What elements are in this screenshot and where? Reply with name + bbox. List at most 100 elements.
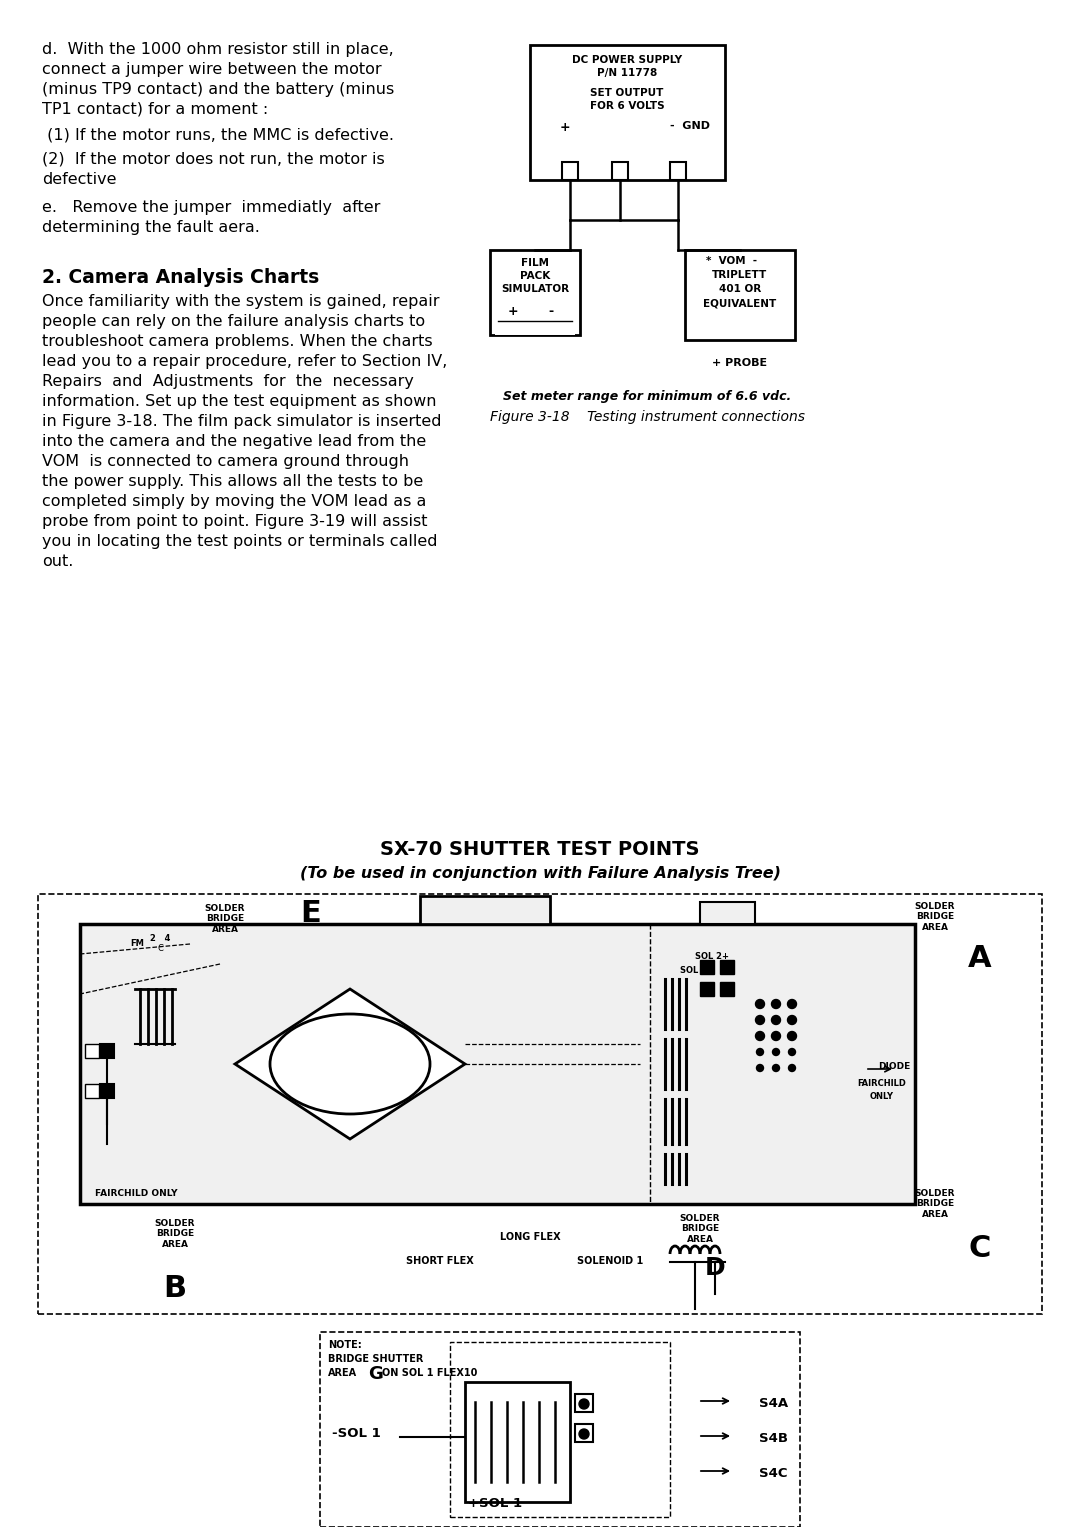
Circle shape bbox=[787, 1000, 797, 1008]
Text: Set meter range for minimum of 6.6 vdc.: Set meter range for minimum of 6.6 vdc. bbox=[503, 389, 792, 403]
Text: DC POWER SUPPLY: DC POWER SUPPLY bbox=[572, 55, 683, 66]
Text: 401 OR: 401 OR bbox=[719, 284, 761, 295]
Text: E: E bbox=[300, 899, 321, 928]
Text: SOLDER
BRIDGE
AREA: SOLDER BRIDGE AREA bbox=[679, 1214, 720, 1245]
Text: C: C bbox=[969, 1234, 991, 1263]
Text: FAIRCHILD ONLY: FAIRCHILD ONLY bbox=[95, 1190, 177, 1199]
Text: people can rely on the failure analysis charts to: people can rely on the failure analysis … bbox=[42, 315, 426, 328]
Text: B: B bbox=[163, 1274, 187, 1303]
Text: +: + bbox=[508, 305, 518, 318]
Circle shape bbox=[771, 1032, 781, 1040]
Text: A: A bbox=[968, 944, 991, 973]
Bar bbox=[720, 982, 734, 996]
Bar bbox=[700, 982, 714, 996]
Text: d.  With the 1000 ohm resistor still in place,: d. With the 1000 ohm resistor still in p… bbox=[42, 43, 394, 56]
Circle shape bbox=[756, 1049, 764, 1055]
Text: determining the fault aera.: determining the fault aera. bbox=[42, 220, 260, 235]
Bar bbox=[38, 893, 1042, 1315]
Text: SET OUTPUT: SET OUTPUT bbox=[591, 89, 664, 98]
Text: (1) If the motor runs, the MMC is defective.: (1) If the motor runs, the MMC is defect… bbox=[42, 128, 394, 144]
Bar bbox=[720, 960, 734, 974]
Text: FM: FM bbox=[130, 939, 144, 948]
Circle shape bbox=[787, 1032, 797, 1040]
Bar bbox=[100, 1044, 114, 1058]
Bar bbox=[685, 250, 795, 341]
Bar bbox=[495, 328, 575, 334]
Bar bbox=[612, 162, 627, 180]
Text: +SOL 1: +SOL 1 bbox=[468, 1496, 522, 1510]
Polygon shape bbox=[235, 989, 465, 1139]
Text: (minus TP9 contact) and the battery (minus: (minus TP9 contact) and the battery (min… bbox=[42, 82, 394, 98]
Bar bbox=[562, 162, 578, 180]
Text: -SOL 1: -SOL 1 bbox=[332, 1428, 381, 1440]
Bar bbox=[530, 44, 725, 180]
Text: -  GND: - GND bbox=[670, 121, 710, 131]
Circle shape bbox=[756, 1032, 765, 1040]
Text: SOLDER
BRIDGE
AREA: SOLDER BRIDGE AREA bbox=[915, 902, 955, 931]
Bar bbox=[465, 1382, 570, 1503]
Text: D: D bbox=[704, 1257, 726, 1280]
Text: completed simply by moving the VOM lead as a: completed simply by moving the VOM lead … bbox=[42, 495, 427, 508]
Text: SIMULATOR: SIMULATOR bbox=[501, 284, 569, 295]
Circle shape bbox=[579, 1399, 589, 1409]
Bar bbox=[450, 1342, 670, 1516]
Text: out.: out. bbox=[42, 554, 73, 570]
Circle shape bbox=[772, 1064, 780, 1072]
Bar bbox=[85, 1084, 99, 1098]
Text: FOR 6 VOLTS: FOR 6 VOLTS bbox=[590, 101, 664, 111]
Circle shape bbox=[756, 1064, 764, 1072]
Bar bbox=[420, 896, 550, 924]
Text: AREA: AREA bbox=[328, 1368, 357, 1377]
Bar bbox=[80, 924, 915, 1203]
Ellipse shape bbox=[270, 1014, 430, 1115]
Text: (To be used in conjunction with Failure Analysis Tree): (To be used in conjunction with Failure … bbox=[299, 866, 781, 881]
Bar bbox=[85, 1044, 99, 1058]
Text: 2. Camera Analysis Charts: 2. Camera Analysis Charts bbox=[42, 269, 320, 287]
Text: DIODE: DIODE bbox=[878, 1061, 910, 1070]
Text: + PROBE: + PROBE bbox=[713, 357, 768, 368]
Text: Figure 3-18    Testing instrument connections: Figure 3-18 Testing instrument connectio… bbox=[490, 411, 805, 425]
Bar bbox=[700, 960, 714, 974]
Text: SOLDER
BRIDGE
AREA: SOLDER BRIDGE AREA bbox=[205, 904, 245, 935]
Bar bbox=[700, 902, 755, 924]
Circle shape bbox=[787, 1015, 797, 1025]
Bar bbox=[575, 1394, 593, 1412]
Text: connect a jumper wire between the motor: connect a jumper wire between the motor bbox=[42, 63, 381, 76]
Text: BRIDGE SHUTTER: BRIDGE SHUTTER bbox=[328, 1354, 423, 1364]
Text: VOM  is connected to camera ground through: VOM is connected to camera ground throug… bbox=[42, 454, 409, 469]
Text: EQUIVALENT: EQUIVALENT bbox=[703, 298, 777, 308]
Text: S4B: S4B bbox=[759, 1432, 788, 1445]
Text: SHORT FLEX: SHORT FLEX bbox=[406, 1257, 474, 1266]
Text: -: - bbox=[549, 305, 554, 318]
Circle shape bbox=[771, 1000, 781, 1008]
Text: 2   4: 2 4 bbox=[150, 935, 171, 944]
Text: NOTE:: NOTE: bbox=[328, 1341, 362, 1350]
Text: the power supply. This allows all the tests to be: the power supply. This allows all the te… bbox=[42, 473, 423, 489]
Text: in Figure 3-18. The film pack simulator is inserted: in Figure 3-18. The film pack simulator … bbox=[42, 414, 442, 429]
Circle shape bbox=[771, 1015, 781, 1025]
Text: SOL 3: SOL 3 bbox=[680, 967, 707, 976]
Text: ON SOL 1 FLEX10: ON SOL 1 FLEX10 bbox=[382, 1368, 477, 1377]
Bar bbox=[490, 250, 580, 334]
Text: PACK: PACK bbox=[519, 270, 550, 281]
Bar bbox=[100, 1084, 114, 1098]
Bar bbox=[670, 162, 686, 180]
Text: information. Set up the test equipment as shown: information. Set up the test equipment a… bbox=[42, 394, 436, 409]
Text: FILM: FILM bbox=[521, 258, 549, 269]
Text: SOLDER
BRIDGE
AREA: SOLDER BRIDGE AREA bbox=[915, 1190, 955, 1219]
Bar bbox=[320, 1332, 800, 1527]
Circle shape bbox=[579, 1429, 589, 1438]
Circle shape bbox=[788, 1064, 796, 1072]
Circle shape bbox=[788, 1049, 796, 1055]
Text: P/N 11778: P/N 11778 bbox=[597, 69, 657, 78]
Text: +: + bbox=[559, 121, 570, 134]
Text: defective: defective bbox=[42, 173, 117, 186]
Circle shape bbox=[756, 1000, 765, 1008]
Text: you in locating the test points or terminals called: you in locating the test points or termi… bbox=[42, 534, 437, 550]
Bar bbox=[575, 1425, 593, 1441]
Text: e.   Remove the jumper  immediatly  after: e. Remove the jumper immediatly after bbox=[42, 200, 380, 215]
Text: into the camera and the negative lead from the: into the camera and the negative lead fr… bbox=[42, 434, 427, 449]
Text: Once familiarity with the system is gained, repair: Once familiarity with the system is gain… bbox=[42, 295, 440, 308]
Text: S4A: S4A bbox=[759, 1397, 788, 1409]
Text: SOLENOID 1: SOLENOID 1 bbox=[577, 1257, 643, 1266]
